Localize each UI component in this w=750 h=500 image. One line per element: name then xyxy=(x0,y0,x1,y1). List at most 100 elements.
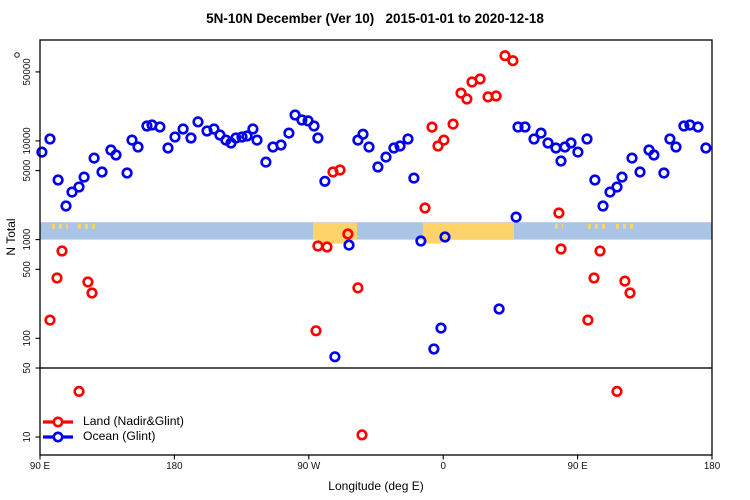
data-point xyxy=(51,272,63,284)
data-point xyxy=(73,385,85,398)
data-point xyxy=(312,240,324,252)
data-point xyxy=(535,127,547,139)
data-point xyxy=(542,137,554,149)
data-point xyxy=(86,287,98,299)
data-point xyxy=(241,130,253,142)
data-point xyxy=(512,121,524,133)
data-point xyxy=(247,123,259,135)
data-point xyxy=(499,50,511,62)
data-point xyxy=(96,166,108,178)
data-point xyxy=(435,322,447,334)
data-point xyxy=(60,200,72,212)
data-point xyxy=(426,121,438,133)
data-point xyxy=(380,151,392,163)
data-point xyxy=(553,207,565,219)
y-tick-label: 50 xyxy=(22,362,33,373)
data-point xyxy=(132,141,144,153)
points-layer xyxy=(36,50,712,441)
data-point xyxy=(493,303,505,315)
legend-item-ocean: Ocean (Glint) xyxy=(42,429,184,444)
legend: Land (Nadir&Glint) Ocean (Glint) xyxy=(42,414,184,444)
data-point xyxy=(597,200,609,212)
data-point xyxy=(572,146,584,158)
data-point xyxy=(310,325,322,337)
yellow-band-segment xyxy=(422,222,514,240)
data-point xyxy=(439,231,451,243)
data-point xyxy=(394,140,406,152)
data-point xyxy=(528,133,540,145)
data-point xyxy=(626,152,638,164)
data-point xyxy=(352,282,364,294)
data-point xyxy=(312,132,324,144)
x-tick-label: 180 xyxy=(166,461,183,472)
data-point xyxy=(461,93,473,105)
data-point xyxy=(589,174,601,186)
data-point xyxy=(550,142,562,154)
data-point xyxy=(82,276,94,288)
data-point xyxy=(555,243,567,255)
y-tick-label: 50000 xyxy=(22,58,33,86)
data-point xyxy=(611,385,623,398)
data-point xyxy=(507,55,519,67)
data-point xyxy=(588,272,600,284)
data-point xyxy=(519,121,531,133)
chart-title: 5N-10N December (Ver 10) 2015-01-01 to 2… xyxy=(206,11,544,26)
data-point xyxy=(594,245,606,257)
data-point xyxy=(611,181,623,193)
data-point xyxy=(308,120,320,132)
land-series-points xyxy=(44,50,636,441)
data-point xyxy=(342,228,354,240)
data-point xyxy=(670,141,682,153)
y-tick-label: 5000 xyxy=(22,159,33,181)
data-point xyxy=(73,181,85,193)
data-point xyxy=(275,139,287,151)
data-point xyxy=(388,142,400,154)
data-point xyxy=(296,114,308,126)
y-axis-title: N Total xyxy=(4,218,18,256)
plot-frame xyxy=(39,39,713,456)
data-point xyxy=(582,314,594,326)
data-point xyxy=(700,142,712,154)
y-tick-label: 500 xyxy=(22,261,33,278)
data-point xyxy=(208,123,220,135)
data-point xyxy=(260,156,272,168)
data-point xyxy=(236,131,248,143)
data-point xyxy=(78,171,90,183)
x-tick-label: 90 E xyxy=(30,461,51,472)
data-point xyxy=(357,128,369,140)
y-tick-label: 10 xyxy=(22,431,33,442)
data-point xyxy=(408,172,420,184)
data-point xyxy=(447,118,459,130)
data-point xyxy=(510,211,522,223)
data-point xyxy=(36,146,48,158)
data-point xyxy=(162,142,174,154)
data-point xyxy=(624,287,636,299)
y-tick-label: 100 xyxy=(22,330,33,347)
data-point xyxy=(283,127,295,139)
data-point xyxy=(356,429,368,441)
yellow-band-segment xyxy=(312,222,358,240)
data-point xyxy=(52,174,64,186)
data-point xyxy=(126,134,138,146)
data-point xyxy=(372,161,384,173)
data-point xyxy=(141,120,153,132)
x-tick-label: 180 xyxy=(704,461,721,472)
data-point xyxy=(66,186,78,198)
data-point xyxy=(490,90,502,102)
yellow-band-dip xyxy=(422,238,442,244)
data-point xyxy=(251,134,263,146)
yellow-band-dip xyxy=(317,238,348,244)
x-tick-label: 90 E xyxy=(568,461,589,472)
data-point xyxy=(415,235,427,247)
data-point xyxy=(88,152,100,164)
legend-item-land: Land (Nadir&Glint) xyxy=(42,414,184,429)
data-point xyxy=(419,202,431,214)
data-point xyxy=(634,166,646,178)
data-point xyxy=(455,87,467,99)
x-axis-title: Longitude (deg E) xyxy=(328,479,424,493)
data-point xyxy=(154,121,166,133)
legend-label-land: Land (Nadir&Glint) xyxy=(83,414,184,428)
data-point xyxy=(432,140,444,152)
